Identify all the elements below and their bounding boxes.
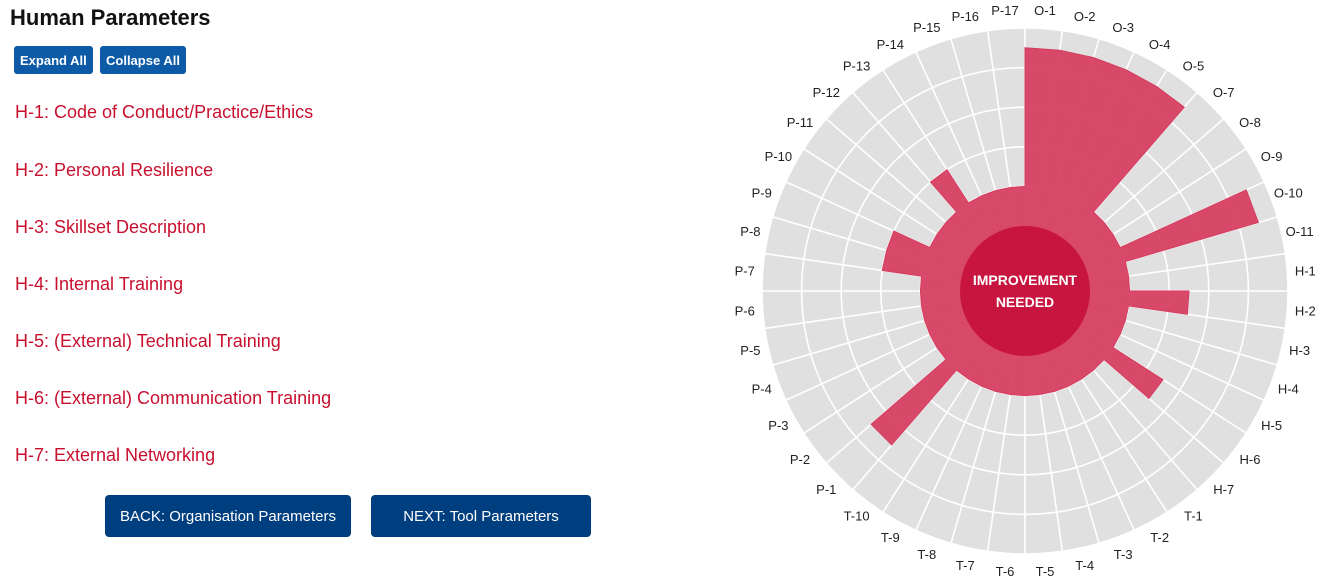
category-label-p-14: P-14 [877, 37, 904, 52]
center-label-line1: IMPROVEMENT [973, 272, 1078, 288]
category-label-t-8: T-8 [917, 547, 936, 562]
radar-chart: O-1 O-2 O-3 O-4 O-5 O-7 O-8 O-9 O-10 O-11 H-1 H-2 H-… [735, 3, 1316, 579]
category-label-p-15: P-15 [913, 20, 940, 35]
category-label-o-5: O-5 [1183, 59, 1205, 74]
category-label-h-1: H-1 [1295, 264, 1316, 279]
category-label-o-8: O-8 [1239, 115, 1261, 130]
category-label-h-5: H-5 [1261, 418, 1282, 433]
category-label-h-3: H-3 [1289, 343, 1310, 358]
page-title: Human Parameters [10, 5, 211, 30]
collapse-all-button[interactable]: Collapse All [100, 46, 186, 74]
category-label-p-16: P-16 [952, 9, 979, 24]
parameter-h1[interactable]: H-1: Code of Conduct/Practice/Ethics [15, 102, 314, 122]
category-label-p-2: P-2 [790, 452, 810, 467]
radar-center-circle [960, 226, 1090, 356]
category-label-o-7: O-7 [1213, 85, 1235, 100]
center-label-line2: NEEDED [996, 294, 1054, 310]
category-label-p-11: P-11 [787, 115, 814, 130]
category-label-t-4: T-4 [1075, 558, 1094, 573]
category-label-p-17: P-17 [991, 3, 1018, 18]
category-label-p-6: P-6 [735, 304, 755, 319]
parameter-h5[interactable]: H-5: (External) Technical Training [15, 331, 281, 351]
parameter-h7[interactable]: H-7: External Networking [15, 445, 216, 465]
category-label-p-9: P-9 [752, 185, 772, 200]
back-button[interactable]: BACK: Organisation Parameters [105, 495, 351, 537]
category-label-p-8: P-8 [740, 224, 760, 239]
category-label-t-9: T-9 [881, 530, 900, 545]
category-label-h-4: H-4 [1278, 382, 1299, 397]
category-label-p-12: P-12 [813, 85, 840, 100]
next-button[interactable]: NEXT: Tool Parameters [371, 495, 591, 537]
category-label-h-7: H-7 [1213, 482, 1234, 497]
radar-category-labels: O-1 O-2 O-3 O-4 O-5 O-7 O-8 O-9 O-10 O-11 H-1 H-2 H-… [735, 3, 1316, 579]
category-label-o-9: O-9 [1261, 149, 1283, 164]
category-label-o-10: O-10 [1274, 185, 1303, 200]
category-label-p-5: P-5 [740, 343, 760, 358]
category-label-p-4: P-4 [752, 382, 772, 397]
category-label-t-7: T-7 [956, 558, 975, 573]
category-label-h-6: H-6 [1240, 452, 1261, 467]
category-label-o-2: O-2 [1074, 9, 1096, 24]
parameter-h2[interactable]: H-2: Personal Resilience [15, 160, 214, 180]
parameter-h6[interactable]: H-6: (External) Communication Training [15, 388, 332, 408]
parameters-panel: Human Parameters Expand All Collapse All… [10, 0, 710, 583]
category-label-p-10: P-10 [765, 149, 792, 164]
category-label-o-3: O-3 [1112, 20, 1134, 35]
category-label-h-2: H-2 [1295, 304, 1316, 319]
category-label-p-3: P-3 [768, 418, 788, 433]
category-label-o-4: O-4 [1149, 37, 1171, 52]
category-label-t-1: T-1 [1184, 509, 1203, 524]
category-label-p-1: P-1 [816, 482, 836, 497]
category-label-t-10: T-10 [844, 509, 870, 524]
category-label-t-5: T-5 [1036, 564, 1055, 579]
category-label-t-3: T-3 [1114, 547, 1133, 562]
category-label-o-11: O-11 [1286, 224, 1314, 239]
expand-all-button[interactable]: Expand All [14, 46, 93, 74]
category-label-t-2: T-2 [1150, 530, 1169, 545]
category-label-o-1: O-1 [1034, 3, 1056, 18]
category-label-p-7: P-7 [735, 264, 755, 279]
parameter-h4[interactable]: H-4: Internal Training [15, 274, 184, 294]
category-label-t-6: T-6 [996, 564, 1015, 579]
parameter-h3[interactable]: H-3: Skillset Description [15, 217, 207, 237]
category-label-p-13: P-13 [843, 59, 870, 74]
